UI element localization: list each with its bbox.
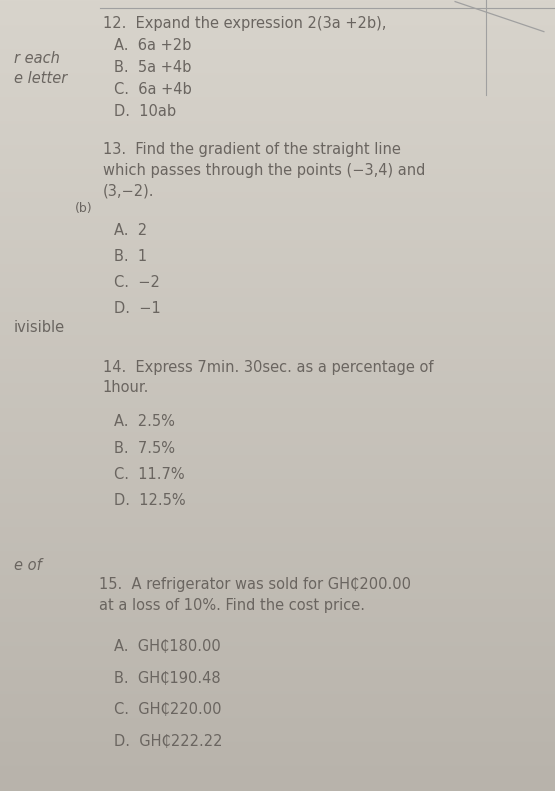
Text: C.  GH₵220.00: C. GH₵220.00 — [114, 702, 221, 717]
Text: 12.  Expand the expression 2(3a +2b),: 12. Expand the expression 2(3a +2b), — [103, 16, 386, 31]
Text: B.  5a +4b: B. 5a +4b — [114, 60, 191, 75]
Text: (b): (b) — [75, 202, 93, 214]
Text: D.  GH₵222.22: D. GH₵222.22 — [114, 734, 222, 749]
Text: 15.  A refrigerator was sold for GH₵200.00
at a loss of 10%. Find the cost price: 15. A refrigerator was sold for GH₵200.0… — [99, 577, 411, 613]
Text: A.  6a +2b: A. 6a +2b — [114, 38, 191, 53]
Text: D.  10ab: D. 10ab — [114, 104, 176, 119]
Text: B.  1: B. 1 — [114, 249, 147, 264]
Text: B.  7.5%: B. 7.5% — [114, 441, 175, 456]
Text: e letter: e letter — [14, 71, 67, 86]
Text: r each: r each — [14, 51, 60, 66]
Text: D.  −1: D. −1 — [114, 301, 160, 316]
Text: ivisible: ivisible — [14, 320, 65, 335]
Text: C.  −2: C. −2 — [114, 275, 160, 290]
Text: B.  GH₵190.48: B. GH₵190.48 — [114, 671, 220, 686]
Text: C.  11.7%: C. 11.7% — [114, 467, 184, 482]
Text: 14.  Express 7min. 30sec. as a percentage of
1hour.: 14. Express 7min. 30sec. as a percentage… — [103, 360, 433, 396]
Text: D.  12.5%: D. 12.5% — [114, 493, 185, 508]
Text: A.  2.5%: A. 2.5% — [114, 414, 175, 430]
Text: e of: e of — [14, 558, 42, 573]
Text: A.  GH₵180.00: A. GH₵180.00 — [114, 639, 220, 654]
Text: A.  2: A. 2 — [114, 223, 147, 238]
Text: 13.  Find the gradient of the straight line
which passes through the points (−3,: 13. Find the gradient of the straight li… — [103, 142, 425, 199]
Text: C.  6a +4b: C. 6a +4b — [114, 82, 191, 97]
